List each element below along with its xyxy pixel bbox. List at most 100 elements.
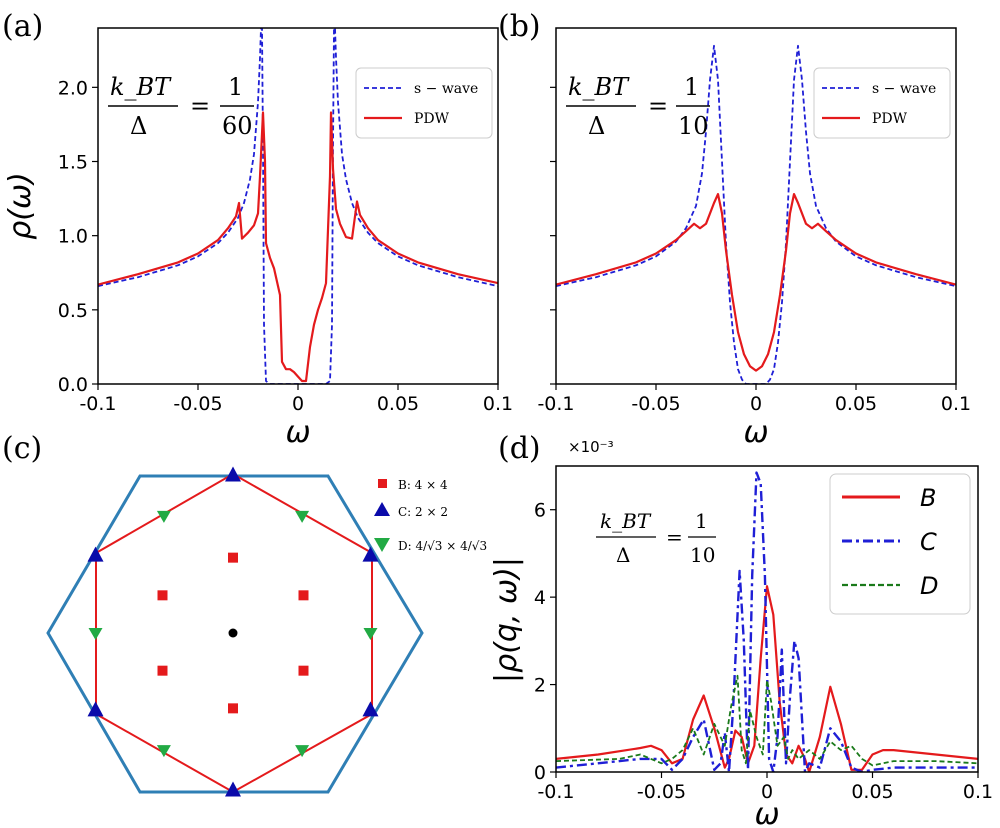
anno-d-num: k_BT <box>600 509 652 533</box>
panel-a-ytick-label: 0.5 <box>58 300 88 322</box>
marker-triangle-up <box>225 466 241 482</box>
panel-d-xtick-label: 0.1 <box>963 781 993 803</box>
marker-square <box>228 703 238 714</box>
legend-marker-C <box>374 502 390 516</box>
panel-a-xtick-label: -0.05 <box>173 393 222 415</box>
panel-d-xtick-label: -0.05 <box>637 781 686 803</box>
panel-d-chart: -0.1 -0.05 0 0.05 0.1 0 2 4 6 ω |ρ(q, ω)| ×10⁻³… <box>489 438 993 828</box>
panel-a-xlabel: ω <box>285 415 310 450</box>
panel-d-legend: B C D <box>829 473 971 615</box>
anno-a-rden: 60 <box>222 112 253 140</box>
marker-square <box>157 665 168 676</box>
panel-c-markers <box>87 466 379 797</box>
panel-a-xtick-label: 0.05 <box>377 393 419 415</box>
panel-d-yticks: 0 2 4 6 <box>534 500 556 784</box>
anno-d-den: Δ <box>616 543 630 567</box>
panel-b-legend-swave: s − wave <box>872 81 936 97</box>
panel-b-chart: -0.1 -0.05 0 0.05 0.1 ω k_BT Δ = 1 10 s − wa… <box>537 27 971 450</box>
legend-marker-B <box>378 479 387 488</box>
panel-b-annotation: k_BT Δ = 1 10 <box>566 73 710 140</box>
panel-a-series-s-wave <box>98 28 498 384</box>
panel-b-xtick-label: 0.1 <box>941 393 971 415</box>
marker-square <box>228 552 238 563</box>
marker-triangle-down <box>363 628 378 640</box>
marker-triangle-up <box>225 781 241 797</box>
panel-a-ytick-label: 2.0 <box>58 77 88 99</box>
panel-a-ytick-label: 1.5 <box>58 152 88 174</box>
center-dot <box>228 628 238 638</box>
panel-a-ytick-label: 1.0 <box>58 226 88 248</box>
marker-triangle-down <box>156 510 171 523</box>
marker-triangle-down <box>88 628 103 640</box>
marker-triangle-down <box>295 510 310 523</box>
panel-b-series-pdw <box>556 193 956 372</box>
marker-triangle-up <box>87 701 104 717</box>
panel-label-b: (b) <box>498 9 541 44</box>
panel-a-legend-pdw: PDW <box>414 111 450 127</box>
marker-triangle-up <box>87 546 104 562</box>
panel-b-xtick-label: 0.05 <box>835 393 877 415</box>
panel-a-ylabel: ρ(ω) <box>3 172 38 240</box>
panel-c-legend: B: 4 × 4 C: 2 × 2 D: 4/√3 × 4/√3 <box>374 478 487 553</box>
panel-d-ytick-label: 0 <box>534 762 546 784</box>
marker-square <box>298 590 309 601</box>
legend-label-D: D: 4/√3 × 4/√3 <box>398 539 487 553</box>
panel-b-legend-pdw: PDW <box>872 111 908 127</box>
anno-a-eq: = <box>190 92 210 120</box>
legend-label-B: B: 4 × 4 <box>398 478 448 492</box>
panel-a-chart: -0.1 -0.05 0 0.05 0.1 0.0 0.5 1.0 1.5 2.0 ω ρ(ω)… <box>3 27 513 450</box>
anno-a-rnum: 1 <box>228 73 243 101</box>
panel-d-ytick-label: 2 <box>534 675 546 697</box>
panel-b-series-s-wave <box>556 44 956 384</box>
panel-a-xticks: -0.1 -0.05 0 0.05 0.1 <box>79 384 513 415</box>
anno-a-num: k_BT <box>110 73 172 101</box>
marker-square <box>298 665 309 676</box>
anno-d-rden: 10 <box>690 543 715 567</box>
panel-b-legend: s − wave PDW <box>813 67 951 139</box>
panel-b-xtick-label: -0.05 <box>631 393 680 415</box>
panel-d-legend-B: B <box>920 484 936 512</box>
panel-a-legend: s − wave PDW <box>355 67 493 139</box>
panel-d-xlabel: ω <box>754 797 779 828</box>
panel-a-annotation: k_BT Δ = 1 60 <box>108 73 254 140</box>
panel-c-diagram: B: 4 × 4 C: 2 × 2 D: 4/√3 × 4/√3 <box>46 466 487 797</box>
panel-d-legend-box <box>829 473 971 615</box>
panel-d-legend-D: D <box>920 572 938 600</box>
panel-d-ytick-label: 4 <box>534 587 546 609</box>
anno-b-eq: = <box>648 92 668 120</box>
panel-b-xtick-label: 0 <box>750 393 762 415</box>
panel-a-ytick-label: 0.0 <box>58 374 88 396</box>
marker-square <box>157 590 168 601</box>
hexagon-boundary <box>46 474 424 794</box>
anno-b-den: Δ <box>588 112 605 140</box>
panel-d-series-c <box>556 471 978 772</box>
panel-a-xtick-label: -0.1 <box>79 393 116 415</box>
marker-triangle-down <box>156 745 171 758</box>
panel-a-xtick-label: 0 <box>292 393 304 415</box>
panel-d-annotation: k_BT Δ = 1 10 <box>596 509 716 567</box>
panel-b-xlabel: ω <box>743 415 768 450</box>
panel-label-a: (a) <box>2 9 43 44</box>
panel-a-legend-swave: s − wave <box>414 81 478 97</box>
panel-a-series-pdw <box>98 111 498 383</box>
panel-d-ytick-label: 6 <box>534 500 546 522</box>
marker-triangle-up <box>362 546 379 562</box>
panel-d-xtick-label: 0 <box>761 781 773 803</box>
panel-d-legend-C: C <box>920 528 937 556</box>
panel-label-c: (c) <box>2 431 42 466</box>
anno-b-rnum: 1 <box>684 73 699 101</box>
legend-label-C: C: 2 × 2 <box>398 505 448 519</box>
marker-triangle-up <box>362 701 379 717</box>
panel-d-xtick-label: 0.05 <box>851 781 893 803</box>
panel-b-legend-box <box>813 67 951 139</box>
panel-a-xtick-label: 0.1 <box>483 393 513 415</box>
panel-a-legend-box <box>355 67 493 139</box>
panel-d-xtick-label: -0.1 <box>537 781 574 803</box>
anno-b-num: k_BT <box>568 73 630 101</box>
panel-b-xtick-label: -0.1 <box>537 393 574 415</box>
anno-d-eq: = <box>666 525 683 549</box>
panel-d-ylabel: |ρ(q, ω)| <box>489 557 524 683</box>
panel-d-lines <box>556 471 978 772</box>
panel-b-xticks: -0.1 -0.05 0 0.05 0.1 <box>537 384 971 415</box>
